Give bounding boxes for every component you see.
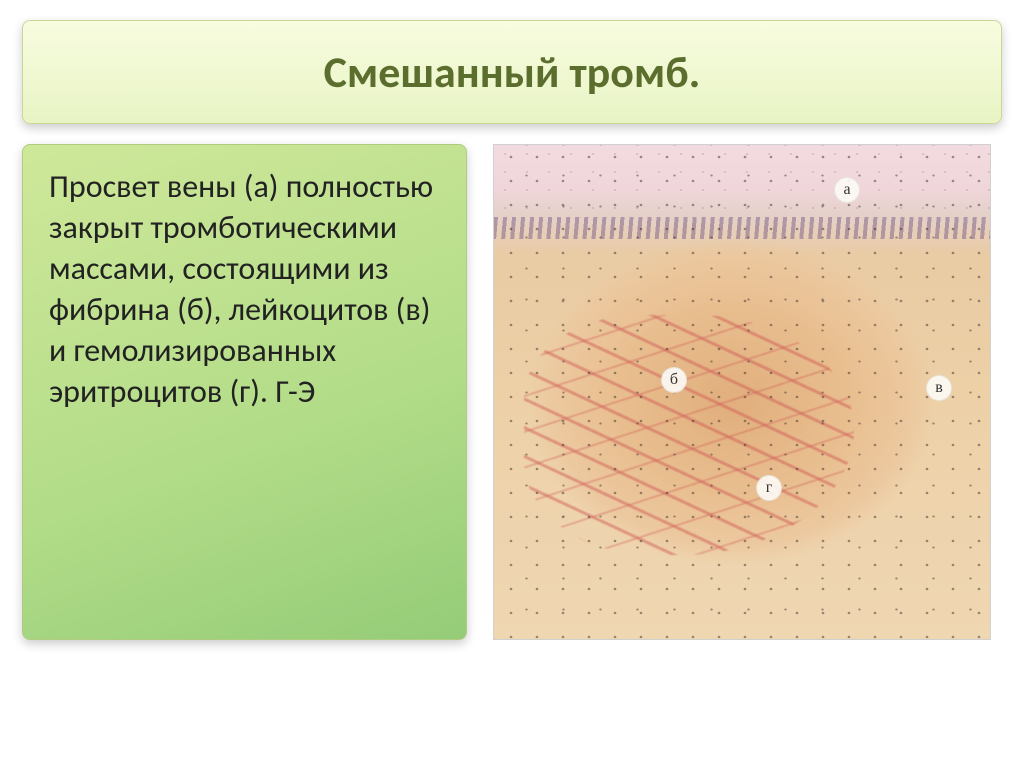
title-box: Смешанный тромб. bbox=[22, 20, 1002, 124]
description-box: Просвет вены (а) полностью закрыт тромбо… bbox=[22, 144, 467, 640]
label-v: в bbox=[926, 375, 952, 401]
histology-image: а б в г bbox=[493, 144, 991, 640]
slide-title: Смешанный тромб. bbox=[63, 45, 961, 99]
slide: Смешанный тромб. Просвет вены (а) полнос… bbox=[0, 0, 1024, 767]
label-g: г bbox=[756, 475, 782, 501]
label-b: б bbox=[661, 367, 687, 393]
label-a: а bbox=[834, 177, 860, 203]
content-row: Просвет вены (а) полностью закрыт тромбо… bbox=[22, 144, 1002, 640]
histology-speckle bbox=[494, 145, 990, 639]
description-text: Просвет вены (а) полностью закрыт тромбо… bbox=[49, 167, 440, 413]
